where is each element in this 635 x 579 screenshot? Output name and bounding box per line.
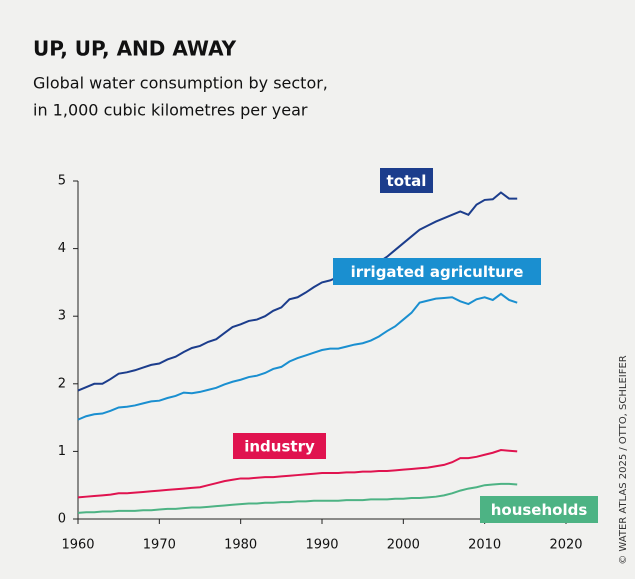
- legend-box: [480, 496, 598, 523]
- x-tick-label: 2010: [468, 538, 501, 553]
- source: © WATER ATLAS 2025 / OTTO, SCHLEIFER: [618, 355, 629, 565]
- subtitle: Global water consumption by sector,: [33, 74, 328, 93]
- legend-box: [233, 433, 326, 459]
- x-tick-label: 1970: [143, 538, 176, 553]
- y-tick-label: 2: [58, 376, 66, 391]
- legend-label: industry: [244, 438, 315, 456]
- x-tick-label: 1960: [61, 538, 94, 553]
- legend-label: irrigated agriculture: [351, 263, 524, 281]
- series-line: [77, 191, 518, 392]
- subtitle: in 1,000 cubic kilometres per year: [33, 101, 308, 120]
- legend-box: [333, 258, 541, 285]
- chart-title: UP, UP, AND AWAY: [33, 37, 237, 61]
- x-tick-label: 1980: [224, 538, 257, 553]
- legend-box: [380, 168, 433, 193]
- y-tick-label: 3: [58, 309, 66, 324]
- y-tick-label: 4: [58, 241, 66, 256]
- legend-label: total: [387, 172, 427, 190]
- y-tick-label: 5: [58, 174, 66, 189]
- x-tick-label: 2000: [387, 538, 420, 553]
- series-line: [77, 482, 518, 514]
- series-line: [77, 292, 518, 421]
- x-tick-label: 2020: [549, 538, 582, 553]
- y-tick-label: 1: [58, 444, 66, 459]
- series-line: [77, 449, 518, 499]
- y-tick-label: 0: [58, 512, 66, 527]
- legend-label: households: [491, 501, 588, 519]
- x-tick-label: 1990: [305, 538, 338, 553]
